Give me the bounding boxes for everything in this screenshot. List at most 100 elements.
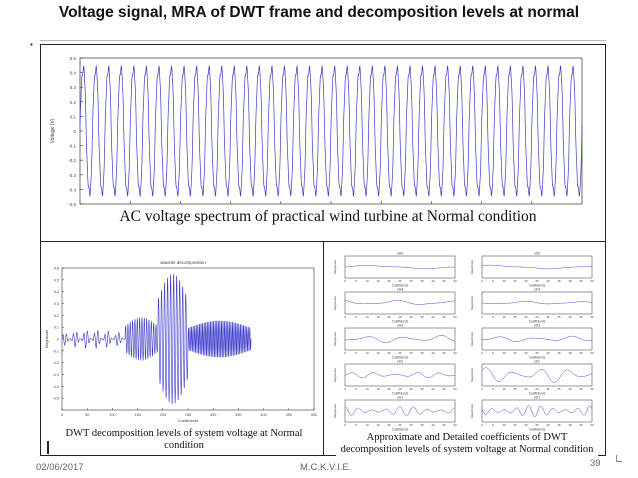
x-tick-label: 35 [557, 315, 561, 319]
x-tick-label: 5 [355, 279, 357, 283]
x-tick-label: 50 [590, 423, 594, 427]
x-tick-label: 15 [513, 279, 517, 283]
subplot-x-label: Coefficients [529, 392, 546, 396]
decomposition-segment-cD-3 [187, 320, 252, 358]
y-tick-label: -0.4 [68, 187, 76, 192]
subplot-frame [481, 327, 593, 351]
subplot-y-label: Magnitude [333, 260, 337, 274]
x-tick-label: 40 [431, 351, 435, 355]
x-tick-label: 10 [502, 423, 506, 427]
subplot-title: cA1 [397, 396, 403, 400]
x-tick-label: 20 [524, 315, 528, 319]
x-tick-label: 15 [376, 387, 380, 391]
decomposition-segment-cD-2 [157, 273, 189, 405]
y-tick-label: 0.5 [54, 278, 59, 282]
x-tick-label: 30 [409, 387, 413, 391]
y-tick-label: -0.1 [52, 349, 59, 353]
x-tick-label: 0 [481, 351, 483, 355]
x-tick-label: 25 [535, 423, 539, 427]
y-tick-label: 0.4 [70, 71, 77, 76]
x-tick-label: 10 [365, 279, 369, 283]
x-tick-label: 10 [502, 315, 506, 319]
page-number: 39 [590, 458, 601, 469]
x-tick-label: 45 [579, 423, 583, 427]
x-tick-label: 45 [579, 351, 583, 355]
subplot-x-label: Coefficients [529, 428, 546, 432]
x-tick-label: 45 [442, 423, 446, 427]
x-tick-label: 15 [513, 351, 517, 355]
x-tick-label: 25 [535, 387, 539, 391]
footer-date: 02/06/2017 [36, 462, 84, 473]
slide-title: Voltage signal, MRA of DWT frame and dec… [58, 4, 580, 21]
divider [40, 40, 606, 41]
x-tick-label: 200 [160, 413, 166, 417]
subplot-x-label: Coefficients [392, 320, 409, 324]
x-tick-label: 45 [579, 387, 583, 391]
y-tick-label: 0 [73, 129, 76, 134]
decomposition-segment-cD-1 [124, 317, 159, 361]
x-tick-label: 0 [344, 279, 346, 283]
subplot-y-label: Magnitude [470, 332, 474, 346]
y-tick-label: -0.2 [68, 158, 76, 163]
x-tick-label: 20 [387, 279, 391, 283]
x-tick-label: 450 [286, 413, 292, 417]
y-tick-label: 0.4 [54, 290, 59, 294]
y-tick-label: -0.5 [52, 397, 59, 401]
x-tick-label: 10 [502, 279, 506, 283]
x-tick-label: 250 [185, 413, 191, 417]
coefficient-series-cA4 [344, 300, 455, 305]
subplot-frame [481, 399, 593, 423]
x-tick-label: 35 [420, 387, 424, 391]
x-tick-label: 25 [398, 423, 402, 427]
x-tick-label: 20 [387, 351, 391, 355]
subplot-frame [344, 399, 456, 423]
subplot-title: cD2 [534, 360, 540, 364]
x-tick-label: 45 [579, 279, 583, 283]
y-tick-label: -0.3 [68, 173, 76, 178]
subplot-y-label: Magnitude [333, 404, 337, 418]
subplot-x-label: Coefficients [392, 356, 409, 360]
x-tick-label: 10 [365, 315, 369, 319]
x-tick-label: 40 [431, 387, 435, 391]
y-tick-label: 0.2 [54, 314, 59, 318]
decomposition-segment-cA [61, 330, 126, 349]
x-tick-label: 25 [535, 279, 539, 283]
subplot-x-label: Coefficients [529, 320, 546, 324]
y-tick-label: -0.5 [68, 202, 76, 207]
y-tick-label: -0.2 [52, 361, 59, 365]
subplot-x-label: Coefficients [392, 392, 409, 396]
x-tick-label: 30 [546, 315, 550, 319]
x-tick-label: 15 [513, 315, 517, 319]
y-tick-label: 0 [57, 338, 59, 342]
x-tick-label: 25 [398, 387, 402, 391]
subplot-title: cD3 [534, 324, 540, 328]
x-tick-label: 20 [524, 351, 528, 355]
coefficient-series-cA3 [344, 335, 456, 344]
voltage-signal-chart: 0.50.40.30.20.10-0.1-0.2-0.3-0.4-0.51002… [50, 56, 583, 218]
x-tick-label: 300 [210, 413, 216, 417]
subplot-x-label: Coefficients [392, 284, 409, 288]
x-tick-label: 15 [376, 279, 380, 283]
coefficient-series-cD4 [481, 300, 593, 305]
coefficient-series-cD2 [481, 367, 593, 383]
y-axis-label: Magnitude [44, 329, 49, 348]
subplot-title: cA5 [397, 252, 403, 256]
x-tick-label: 150 [134, 413, 140, 417]
voltage-series-line [79, 65, 583, 197]
subplot-y-label: Magnitude [470, 296, 474, 310]
x-tick-label: 10 [365, 423, 369, 427]
x-tick-label: 0 [344, 423, 346, 427]
x-tick-label: 20 [387, 315, 391, 319]
subplot-y-label: Magnitude [333, 368, 337, 382]
x-tick-label: 0 [481, 387, 483, 391]
x-tick-label: 15 [513, 423, 517, 427]
caption-dwt-levels: DWT decomposition levels of system volta… [58, 428, 310, 452]
subplot-x-label: Coefficients [392, 428, 409, 432]
x-tick-label: 40 [431, 279, 435, 283]
x-tick-label: 45 [442, 279, 446, 283]
x-tick-label: 0 [344, 387, 346, 391]
x-tick-label: 45 [442, 387, 446, 391]
subplot-y-label: Magnitude [333, 332, 337, 346]
x-tick-label: 20 [524, 423, 528, 427]
y-tick-label: 0.5 [70, 56, 77, 61]
